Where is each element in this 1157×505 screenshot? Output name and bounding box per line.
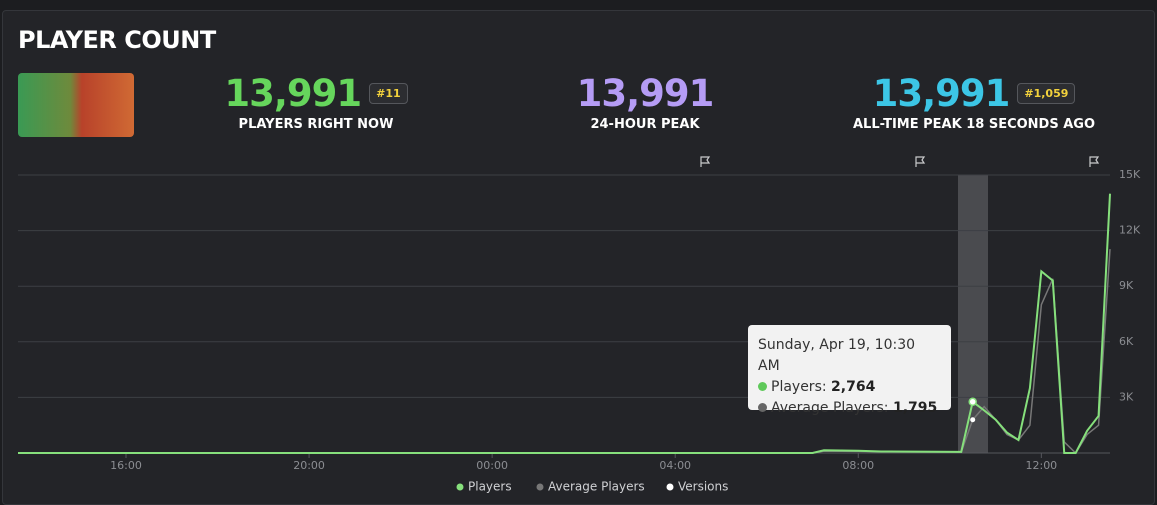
legend-swatch <box>536 483 544 491</box>
legend-swatch <box>456 483 464 491</box>
tooltip-value: 2,764 <box>831 379 876 395</box>
y-tick-label: 6K <box>1119 335 1134 348</box>
x-tick-label: 12:00 <box>1025 459 1057 472</box>
rank-badge: #1,059 <box>1017 83 1076 104</box>
x-tick-label: 00:00 <box>476 459 508 472</box>
stat: 13,991 24-HOUR PEAK <box>480 72 810 132</box>
legend-label: Versions <box>678 480 728 494</box>
x-tick-label: 16:00 <box>110 459 142 472</box>
hover-point <box>968 397 977 407</box>
title: PLAYER COUNT <box>18 26 216 54</box>
tooltip-label: Players: <box>771 379 827 395</box>
rank-badge: #11 <box>369 83 408 104</box>
hover-band <box>958 175 988 453</box>
stat-value: 13,991 <box>224 72 362 115</box>
stat-label: 24-HOUR PEAK <box>590 117 700 132</box>
legend-swatch <box>666 483 674 491</box>
tooltip-value: 1,795 <box>892 400 938 416</box>
thumbnail <box>18 73 134 137</box>
y-tick-label: 3K <box>1119 390 1134 403</box>
tooltip-label: Average Players: <box>771 400 889 416</box>
y-tick-label: 12K <box>1119 224 1141 237</box>
series-line <box>18 193 1111 454</box>
hover-point <box>970 417 976 423</box>
y-tick-label: 15K <box>1119 168 1141 181</box>
stat-label: PLAYERS RIGHT NOW <box>238 117 394 132</box>
x-tick-label: 04:00 <box>659 459 691 472</box>
stat: 13,991 #1,059 ALL-TIME PEAK 18 SECONDS AG… <box>809 72 1139 132</box>
legend-label: Average Players <box>548 480 645 494</box>
legend-label: Players <box>468 480 512 494</box>
tooltip-title: Sunday, Apr 19, 10:30 AM <box>758 337 916 374</box>
x-tick-label: 20:00 <box>293 459 325 472</box>
tooltip: Sunday, Apr 19, 10:30 AM Players: 2,764 … <box>748 325 951 416</box>
version-flags <box>700 156 1100 167</box>
x-tick-label: 08:00 <box>842 459 874 472</box>
stat-label: ALL-TIME PEAK 18 SECONDS AGO <box>852 117 1096 132</box>
stat-value: 13,991 <box>576 72 715 115</box>
y-tick-label: 9K <box>1119 279 1134 292</box>
stat-value: 13,991 <box>872 72 1011 115</box>
stat: 13,991 #11 PLAYERS RIGHT NOW <box>151 72 481 132</box>
